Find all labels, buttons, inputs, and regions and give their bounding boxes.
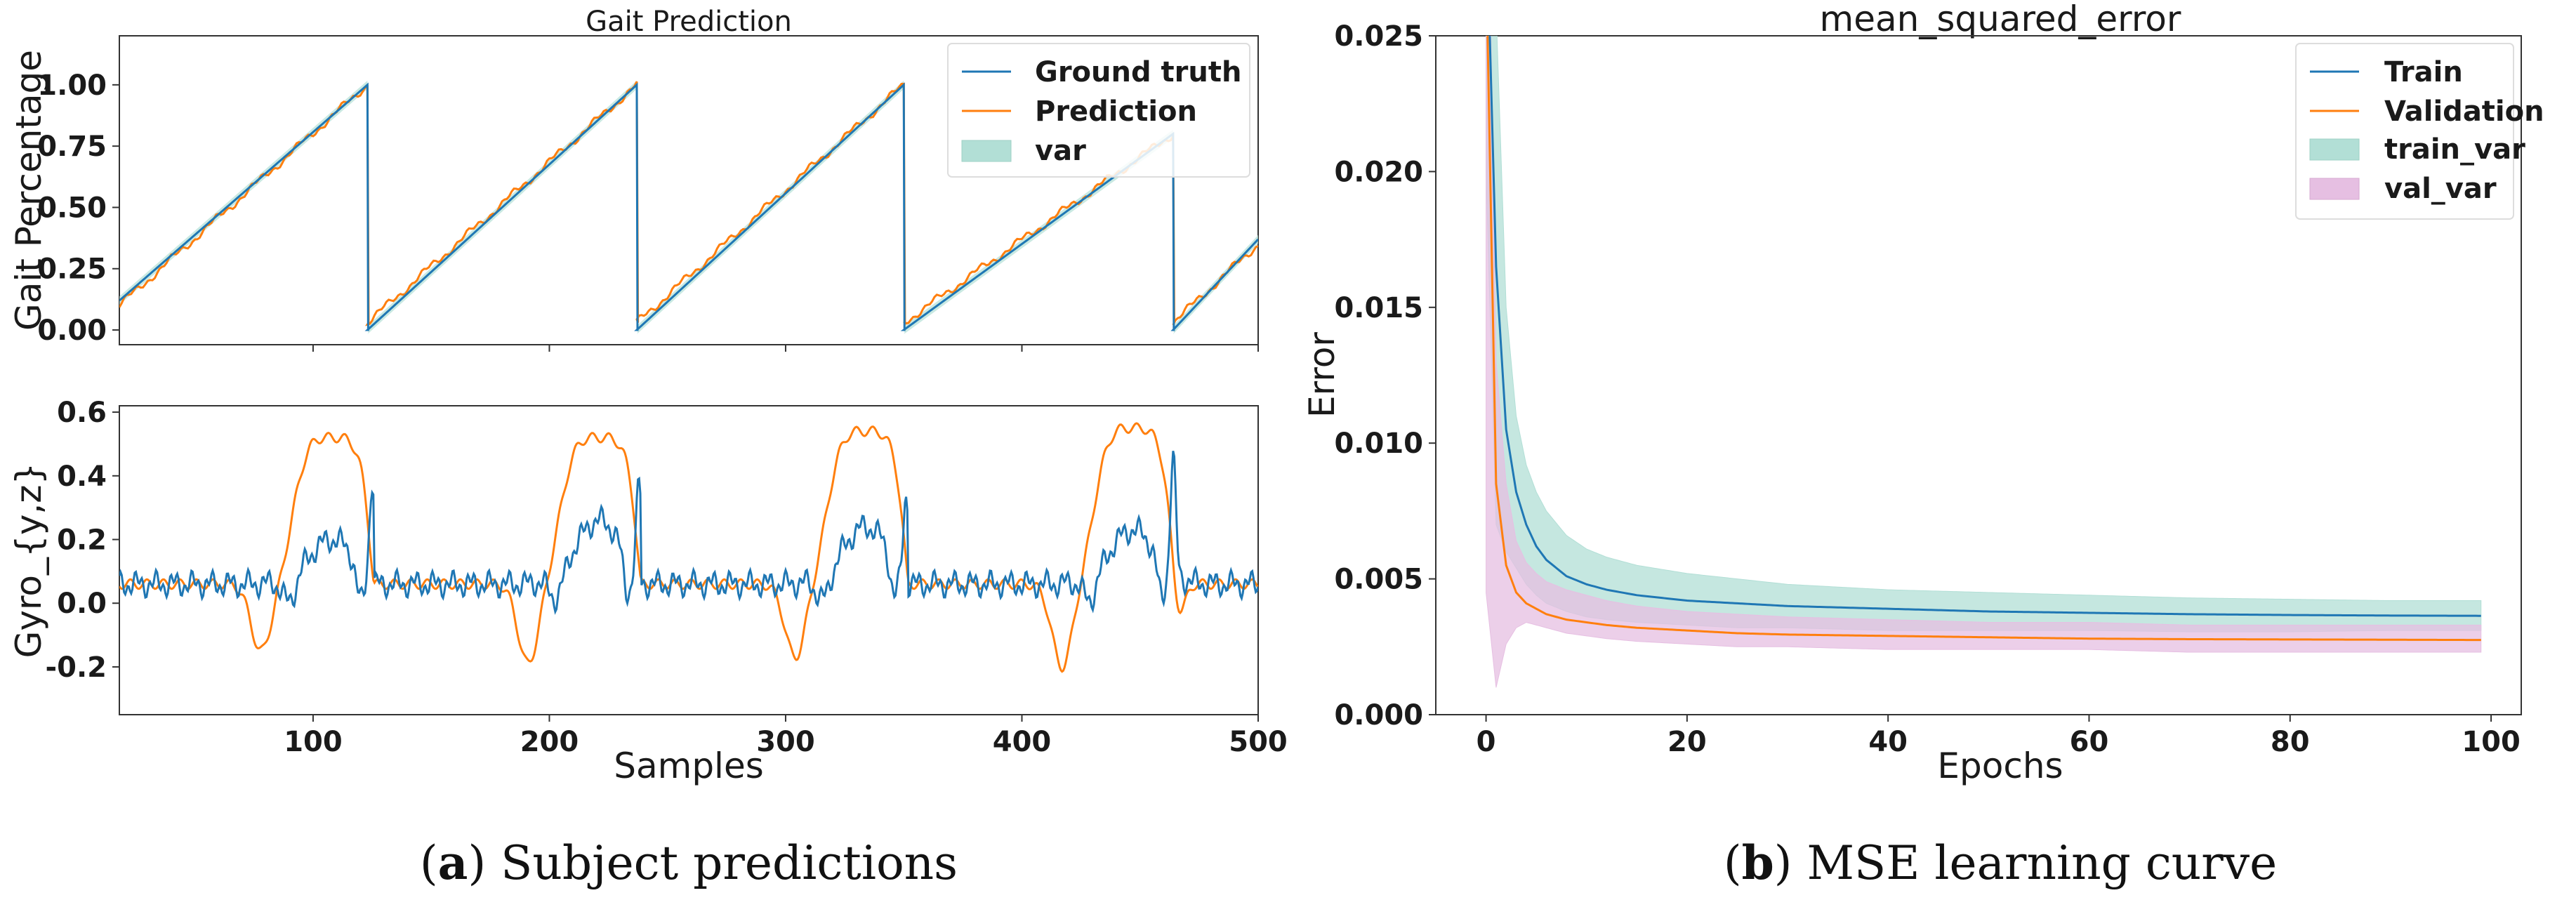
gyro-y-line bbox=[119, 450, 1258, 615]
gait-y-ticks: 0.00 0.25 0.50 0.75 1.00 bbox=[37, 70, 119, 347]
mse-y-ticks: 0.000 0.005 0.010 0.015 0.020 0.025 bbox=[1334, 20, 1436, 732]
x-tick-label: 200 bbox=[520, 726, 579, 758]
legend-train-label: Train bbox=[2384, 56, 2463, 88]
legend-train-var-swatch bbox=[2309, 138, 2360, 161]
y-tick-label: 0.000 bbox=[1334, 699, 1423, 732]
gyro-y-axis-label: Gyro_{y,z} bbox=[8, 463, 49, 659]
y-tick-label: 0.005 bbox=[1334, 564, 1423, 596]
y-tick-label: 0.010 bbox=[1334, 428, 1423, 460]
gait-plot-area bbox=[119, 80, 1258, 335]
gait-plot-frame bbox=[119, 35, 1259, 345]
mse-plot-area bbox=[1486, 36, 2482, 688]
legend-prediction-label: Prediction bbox=[1035, 95, 1197, 128]
legend-var-swatch bbox=[961, 140, 1012, 162]
gyro-chart: -0.2 0.0 0.2 0.4 0.6 100 200 300 400 500 Gyro_{y… bbox=[8, 397, 1288, 786]
y-tick-label: 0.00 bbox=[37, 315, 107, 347]
gyro-plot-area bbox=[119, 422, 1258, 673]
y-tick-label: 0.25 bbox=[37, 253, 107, 286]
x-tick-label: 100 bbox=[284, 726, 343, 758]
x-tick-label: 80 bbox=[2271, 726, 2310, 758]
x-tick-label: 0 bbox=[1477, 726, 1496, 758]
y-tick-label: 0.50 bbox=[37, 192, 107, 224]
legend-ground-truth-label: Ground truth bbox=[1035, 56, 1241, 88]
x-tick-label: 100 bbox=[2462, 726, 2521, 758]
gait-x-ticks bbox=[312, 345, 1259, 352]
y-tick-label: 0.6 bbox=[57, 397, 107, 429]
mse-plot-frame bbox=[1435, 35, 2522, 715]
gait-chart-title: Gait Prediction bbox=[586, 6, 792, 38]
mse-legend: Train Validation train_var val_var bbox=[2295, 43, 2544, 220]
gyro-y-ticks: -0.2 0.0 0.2 0.4 0.6 bbox=[46, 397, 119, 684]
gyro-x-axis-label: Samples bbox=[614, 746, 764, 786]
y-tick-label: 0.0 bbox=[57, 588, 107, 620]
gyro-z-line bbox=[119, 422, 1258, 673]
x-tick-label: 20 bbox=[1667, 726, 1707, 758]
x-tick-label: 40 bbox=[1868, 726, 1908, 758]
prediction-line bbox=[119, 81, 1258, 326]
mse-chart: mean_squared_error 0.0000.0050.0100.0150… bbox=[1302, 0, 2544, 786]
caption-a: (a) Subject predictions bbox=[420, 835, 958, 890]
x-tick-label: 400 bbox=[993, 726, 1052, 758]
mse-y-axis-label: Error bbox=[1302, 332, 1342, 418]
mse-chart-title: mean_squared_error bbox=[1820, 0, 2181, 39]
x-tick-label: 300 bbox=[756, 726, 815, 758]
gait-y-axis-label: Gait Percentage bbox=[8, 50, 49, 331]
legend-var-label: var bbox=[1035, 135, 1086, 167]
mse-x-axis-label: Epochs bbox=[1937, 746, 2063, 786]
gyro-x-ticks: 100 200 300 400 500 bbox=[284, 715, 1288, 758]
y-tick-label: 0.020 bbox=[1334, 156, 1423, 188]
y-tick-label: 0.2 bbox=[57, 524, 107, 557]
caption-b-letter: b bbox=[1742, 835, 1774, 890]
caption-a-text: Subject predictions bbox=[501, 836, 958, 890]
gyro-plot-frame bbox=[119, 405, 1259, 715]
y-tick-label: -0.2 bbox=[46, 651, 107, 684]
validation-line bbox=[1486, 36, 2481, 642]
legend-train-var-label: train_var bbox=[2384, 133, 2525, 166]
legend-val-var-label: val_var bbox=[2384, 173, 2497, 205]
y-tick-label: 0.4 bbox=[57, 461, 107, 493]
legend-validation-label: Validation bbox=[2384, 95, 2544, 128]
ground-truth-line bbox=[119, 82, 1258, 331]
caption-b-text: MSE learning curve bbox=[1806, 836, 2277, 890]
gait-legend-box bbox=[947, 43, 1250, 178]
train-line bbox=[1488, 36, 2481, 617]
x-tick-label: 60 bbox=[2070, 726, 2109, 758]
y-tick-label: 0.025 bbox=[1334, 20, 1423, 53]
x-tick-label: 500 bbox=[1229, 726, 1288, 758]
mse-x-ticks: 0 20 40 60 80 100 bbox=[1477, 715, 2521, 758]
caption-b: (b) MSE learning curve bbox=[1724, 835, 2277, 890]
caption-a-letter: a bbox=[438, 835, 468, 890]
mse-legend-box bbox=[2295, 43, 2514, 220]
gait-legend: Ground truth Prediction var bbox=[947, 43, 1250, 178]
y-tick-label: 1.00 bbox=[37, 70, 107, 102]
y-tick-label: 0.015 bbox=[1334, 292, 1423, 324]
legend-val-var-swatch bbox=[2309, 178, 2360, 200]
y-tick-label: 0.75 bbox=[37, 131, 107, 163]
gait-prediction-chart: Gait Prediction 0.00 0.25 0.50 0.75 1.00 Gai… bbox=[8, 6, 1259, 352]
